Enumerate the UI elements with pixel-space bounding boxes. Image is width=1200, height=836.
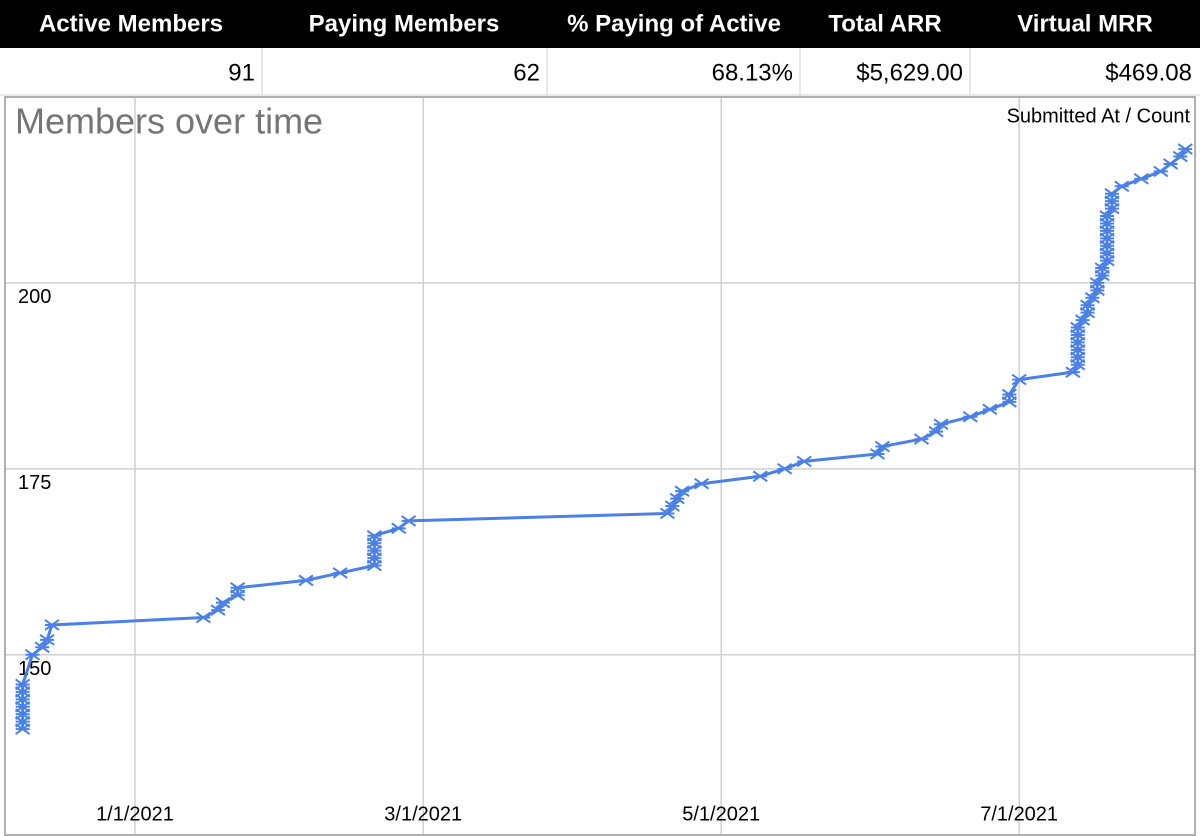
header-cell: Paying Members [309, 10, 500, 37]
point-marker [1094, 262, 1110, 274]
point-marker [869, 448, 886, 460]
point-marker [332, 567, 348, 579]
y-tick-label: 150 [18, 658, 51, 680]
cell[interactable]: 68.13% [712, 59, 793, 86]
point-marker [962, 410, 978, 423]
point-marker [44, 619, 60, 631]
x-tick-label: 1/1/2021 [96, 803, 174, 825]
point-marker [15, 678, 31, 691]
point-marker [215, 596, 231, 609]
point-marker [195, 611, 211, 624]
point-marker [982, 403, 998, 416]
point-marker [777, 463, 793, 475]
grid: 150 175 200 1/1/2021 3/1/2021 5/1/2021 7/1/202… [6, 98, 1194, 834]
point-marker [796, 455, 812, 468]
cell[interactable]: 91 [228, 59, 255, 86]
point-marker [1001, 388, 1017, 401]
x-tick-label: 3/1/2021 [384, 803, 462, 825]
point-marker [1133, 173, 1149, 185]
point-marker [298, 574, 314, 587]
point-marker [933, 418, 949, 431]
cell[interactable]: 62 [513, 59, 540, 86]
header-row [0, 0, 1200, 48]
point-marker [39, 634, 55, 646]
series-label: Submitted At / Count [1007, 105, 1191, 127]
point-marker [366, 529, 382, 542]
point-marker [1075, 314, 1091, 326]
header-cell: Active Members [39, 10, 223, 37]
x-tick-label: 7/1/2021 [980, 803, 1058, 825]
point-marker [664, 500, 680, 512]
point-marker [694, 477, 710, 490]
point-marker [674, 485, 690, 497]
point-marker [1084, 291, 1101, 304]
point-marker [1079, 299, 1096, 312]
point-marker [669, 492, 685, 505]
point-marker [874, 440, 890, 453]
point-marker [1089, 277, 1105, 289]
point-marker [34, 641, 50, 654]
point-marker [1011, 373, 1027, 386]
point-marker [659, 507, 676, 520]
chart-title: Members over time [15, 101, 323, 142]
x-tick-label: 5/1/2021 [682, 803, 760, 825]
point-marker [210, 604, 226, 616]
y-tick-label: 200 [18, 286, 51, 308]
point-marker [400, 515, 417, 527]
point-marker [1172, 150, 1188, 163]
header-cell: Total ARR [828, 10, 941, 37]
point-marker [1114, 180, 1130, 193]
cell[interactable]: $469.08 [1105, 59, 1192, 86]
point-marker [1065, 366, 1081, 378]
chart-frame[interactable] [4, 96, 1196, 836]
point-marker [752, 470, 768, 483]
y-tick-label: 175 [18, 472, 51, 494]
point-marker [913, 433, 930, 445]
point-marker [230, 581, 246, 594]
point-marker [1070, 321, 1086, 334]
point-marker [1177, 143, 1193, 155]
header-cell: % Paying of Active [567, 10, 781, 37]
cell[interactable]: $5,629.00 [856, 59, 963, 86]
point-marker [928, 425, 944, 438]
plot [15, 143, 1193, 735]
header-cell: Virtual MRR [1017, 10, 1153, 37]
point-marker [1099, 210, 1115, 222]
